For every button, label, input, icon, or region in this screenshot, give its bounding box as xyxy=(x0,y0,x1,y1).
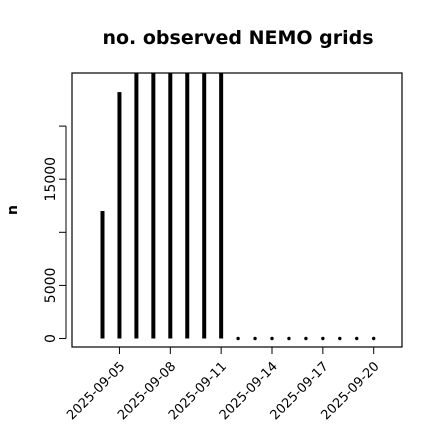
chart-title: no. observed NEMO grids xyxy=(102,27,373,49)
bar-zero-point xyxy=(321,336,325,341)
bar-zero-point xyxy=(304,336,308,341)
bar-zero-point xyxy=(287,336,291,341)
bar-zero-point xyxy=(338,336,342,341)
y-axis-label: n xyxy=(5,205,21,215)
bar-zero-point xyxy=(253,336,257,341)
y-axis: 0 5000 15000 xyxy=(43,125,67,343)
plot-frame xyxy=(71,72,403,348)
bar-zero-point xyxy=(355,336,359,341)
bar-zero-point xyxy=(236,336,240,341)
y-tick-label: 15000 xyxy=(43,157,59,202)
y-tick-label: 5000 xyxy=(43,268,59,304)
y-tick-label: 0 xyxy=(43,334,59,343)
bars-group xyxy=(100,73,376,341)
bar-zero-point xyxy=(372,336,376,341)
bar-zero-point xyxy=(270,336,274,341)
x-axis: 2025-09-052025-09-082025-09-112025-09-14… xyxy=(64,346,383,423)
